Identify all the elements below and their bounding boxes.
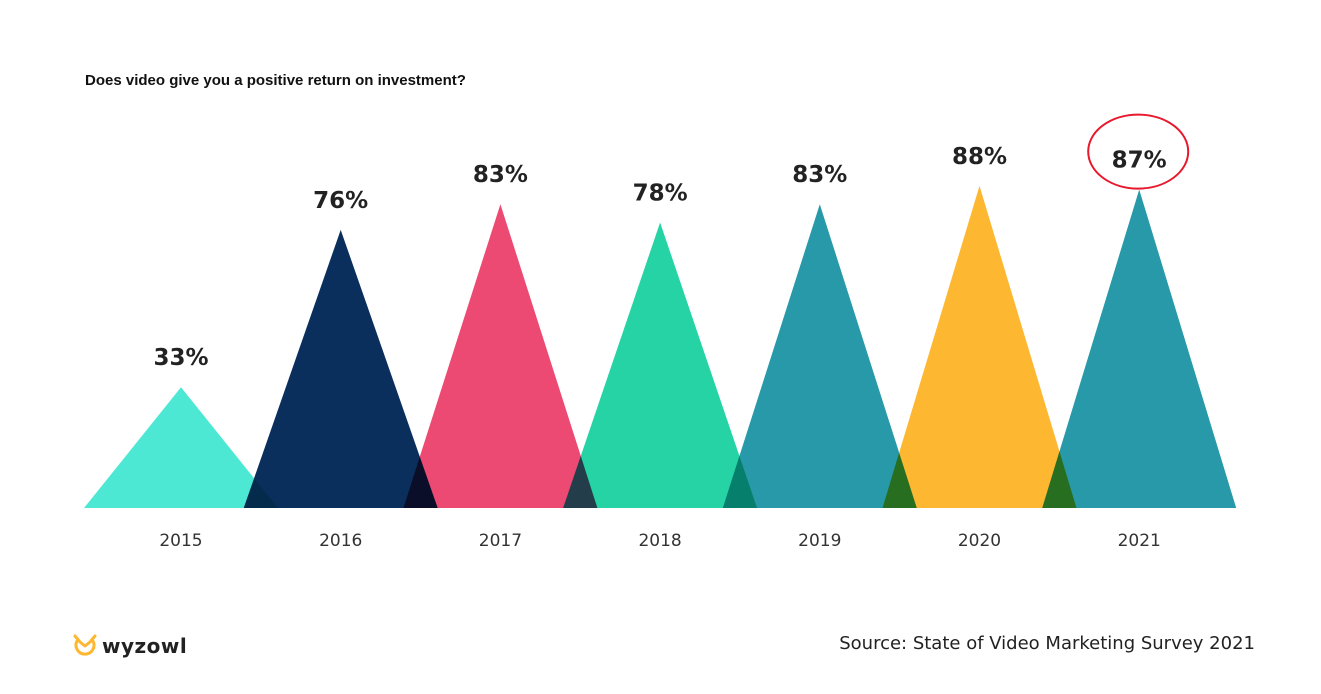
year-label-2020: 2020 (958, 531, 1001, 551)
wyzowl-logo: wyzowl (72, 633, 187, 659)
value-label-2017: 83% (473, 162, 528, 188)
owl-logo-icon (73, 634, 97, 656)
year-label-2019: 2019 (798, 531, 841, 551)
value-label-2019: 83% (792, 162, 847, 188)
year-label-2017: 2017 (479, 531, 522, 551)
value-label-2015: 33% (153, 345, 208, 371)
year-label-2021: 2021 (1118, 531, 1161, 551)
triangle-2019 (722, 204, 917, 508)
year-label-2018: 2018 (638, 531, 681, 551)
triangle-2016 (243, 229, 438, 508)
triangle-2017 (403, 204, 598, 508)
year-label-2016: 2016 (319, 531, 362, 551)
value-label-2018: 78% (633, 181, 688, 207)
triangle-2020 (882, 185, 1077, 509)
source-note: Source: State of Video Marketing Survey … (839, 633, 1255, 654)
value-label-2020: 88% (952, 144, 1007, 170)
year-label-2015: 2015 (159, 531, 202, 551)
chart-title: Does video give you a positive return on… (85, 72, 466, 89)
triangle-2015 (84, 387, 278, 508)
highlight-circle (1087, 113, 1190, 190)
triangle-2018 (563, 222, 758, 508)
value-label-2021: 87% (1112, 148, 1167, 174)
logo-text: wyzowl (102, 634, 188, 658)
triangle-2021 (1042, 189, 1237, 508)
value-label-2016: 76% (313, 188, 368, 214)
